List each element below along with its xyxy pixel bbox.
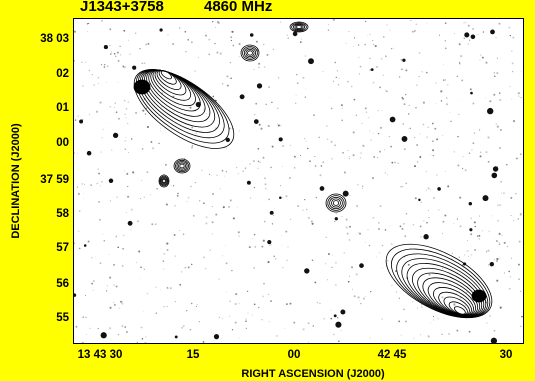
y-tick-label: 37 59 xyxy=(40,174,69,186)
y-tick-label: 56 xyxy=(56,278,69,290)
radio-image-panel xyxy=(73,18,524,344)
y-tick-label: 01 xyxy=(56,102,69,114)
x-tick-label: 00 xyxy=(287,349,301,361)
x-tick-label: 42 45 xyxy=(377,349,407,361)
radio-contours xyxy=(133,21,493,319)
optical-background-with-radio-contours xyxy=(74,19,523,343)
x-tick-label: 13 43 30 xyxy=(77,349,123,361)
optical-field-stars xyxy=(74,19,523,343)
y-tick-label: 02 xyxy=(56,68,69,80)
y-tick-label: 57 xyxy=(56,242,69,254)
x-axis-label: RIGHT ASCENSION (J2000) xyxy=(241,368,385,380)
source-name: J1343+3758 xyxy=(80,0,164,15)
y-tick-label: 00 xyxy=(56,137,69,149)
y-tick-label: 58 xyxy=(56,208,69,220)
y-tick-label: 38 03 xyxy=(40,33,69,45)
x-tick-label: 30 xyxy=(499,349,513,361)
x-tick-label: 15 xyxy=(186,349,200,361)
observing-frequency: 4860 MHz xyxy=(204,0,273,15)
y-tick-label: 55 xyxy=(56,312,69,324)
y-axis-label: DECLINATION (J2000) xyxy=(10,123,22,239)
